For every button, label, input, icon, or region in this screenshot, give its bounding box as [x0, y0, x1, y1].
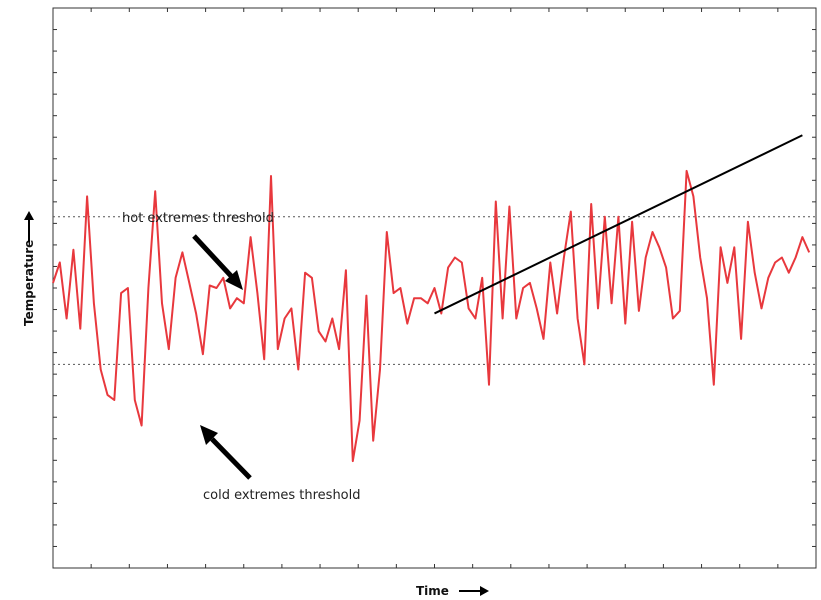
hot-threshold-arrow: [192, 234, 243, 290]
trend-line: [434, 134, 803, 315]
x-axis-label: Time: [416, 584, 449, 598]
temperature-series-line: [52, 169, 811, 463]
y-axis-arrow-icon: [24, 211, 34, 242]
y-axis-label-group: Temperature: [22, 211, 36, 326]
hot-threshold-label: hot extremes threshold: [122, 211, 274, 226]
threshold-lines: [53, 216, 816, 365]
x-axis-label-group: Time: [416, 584, 489, 598]
axis-ticks: [53, 8, 816, 568]
x-axis-arrow-icon: [459, 586, 489, 596]
cold-threshold-arrow: [200, 425, 252, 480]
y-axis-label: Temperature: [22, 240, 36, 326]
cold-threshold-label: cold extremes threshold: [203, 488, 361, 503]
